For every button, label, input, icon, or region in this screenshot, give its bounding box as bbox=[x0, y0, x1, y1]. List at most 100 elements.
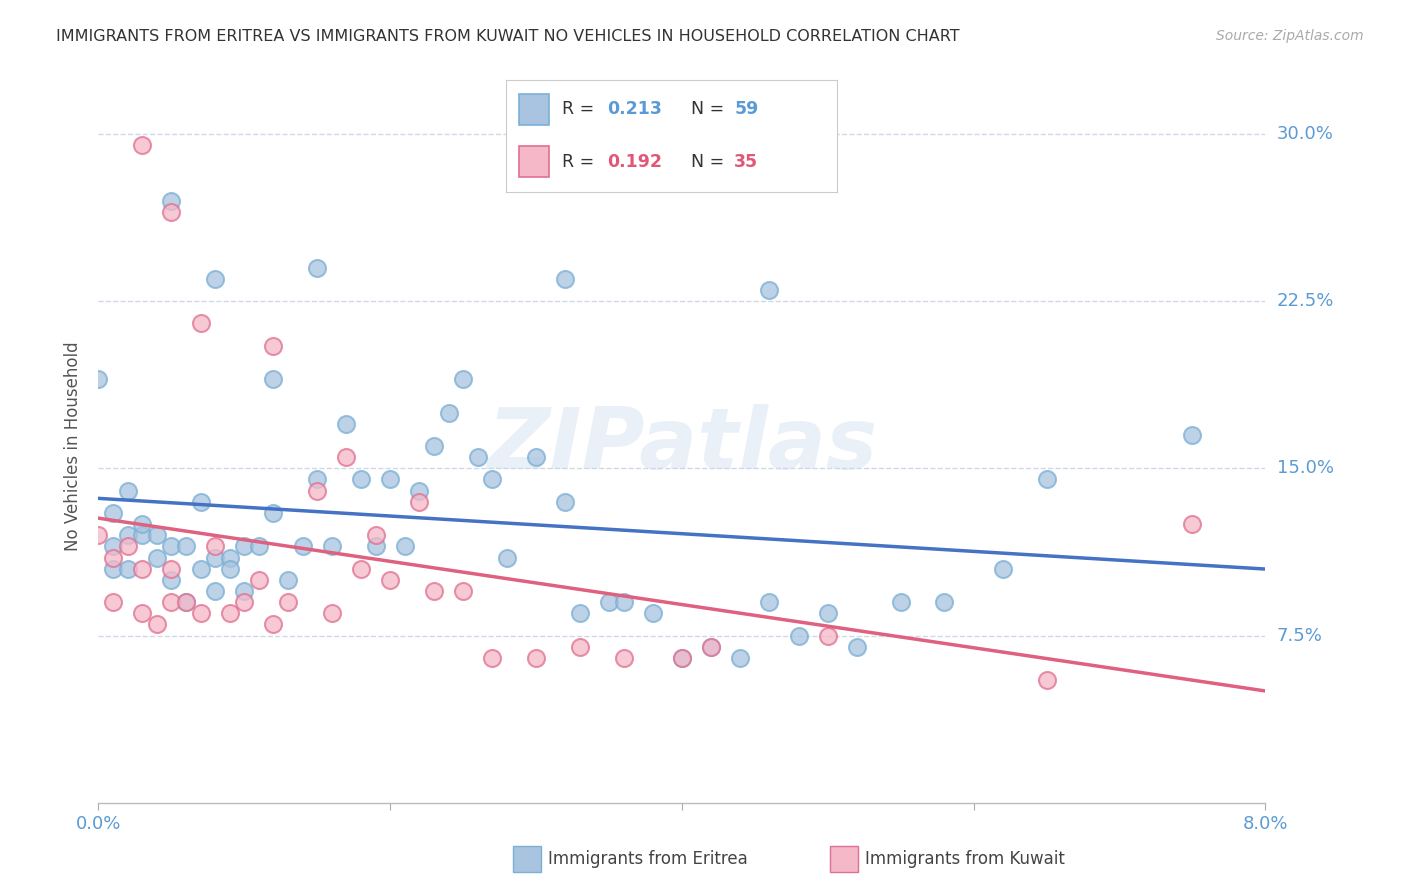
Point bbox=[612, 595, 634, 609]
Text: 30.0%: 30.0% bbox=[1277, 125, 1333, 143]
Point bbox=[174, 539, 197, 553]
Point bbox=[467, 450, 489, 465]
Point bbox=[204, 550, 226, 565]
Text: N =: N = bbox=[692, 100, 730, 119]
Point bbox=[233, 583, 256, 598]
Point bbox=[307, 260, 329, 275]
Point bbox=[364, 539, 387, 553]
Point bbox=[408, 494, 430, 508]
Point bbox=[117, 483, 139, 498]
Point bbox=[307, 473, 329, 487]
Text: 0.213: 0.213 bbox=[607, 100, 662, 119]
Point bbox=[87, 372, 110, 386]
Point bbox=[1181, 427, 1204, 442]
Text: 59: 59 bbox=[734, 100, 758, 119]
Point bbox=[554, 494, 576, 508]
Point bbox=[101, 550, 124, 565]
Point bbox=[262, 372, 284, 386]
Point bbox=[671, 651, 693, 665]
Point bbox=[218, 550, 240, 565]
Point bbox=[277, 573, 299, 587]
Point bbox=[277, 595, 299, 609]
Text: 7.5%: 7.5% bbox=[1277, 626, 1323, 645]
Point bbox=[321, 607, 343, 621]
Point bbox=[408, 483, 430, 498]
Point bbox=[568, 640, 591, 654]
Point bbox=[554, 271, 576, 285]
Point bbox=[131, 607, 153, 621]
FancyBboxPatch shape bbox=[519, 146, 550, 178]
Point bbox=[934, 595, 956, 609]
Point bbox=[845, 640, 868, 654]
Text: N =: N = bbox=[692, 153, 730, 170]
Point bbox=[247, 539, 270, 553]
Point bbox=[174, 595, 197, 609]
Text: ZIPatlas: ZIPatlas bbox=[486, 404, 877, 488]
Text: Immigrants from Eritrea: Immigrants from Eritrea bbox=[548, 850, 748, 868]
Point bbox=[146, 550, 169, 565]
Point bbox=[101, 506, 124, 520]
Point bbox=[437, 405, 460, 420]
Point bbox=[307, 483, 329, 498]
Point bbox=[131, 138, 153, 153]
Point bbox=[190, 317, 212, 331]
Point bbox=[160, 573, 183, 587]
Point bbox=[190, 562, 212, 576]
Point bbox=[218, 607, 240, 621]
Point bbox=[204, 539, 226, 553]
Point bbox=[87, 528, 110, 542]
Text: 35: 35 bbox=[734, 153, 758, 170]
Point bbox=[350, 562, 373, 576]
Text: 0.192: 0.192 bbox=[607, 153, 662, 170]
Text: R =: R = bbox=[562, 153, 600, 170]
Point bbox=[481, 473, 503, 487]
Text: Immigrants from Kuwait: Immigrants from Kuwait bbox=[865, 850, 1064, 868]
Point bbox=[817, 628, 839, 642]
Point bbox=[758, 595, 780, 609]
Point bbox=[378, 573, 402, 587]
Point bbox=[131, 528, 153, 542]
Point bbox=[117, 539, 139, 553]
Y-axis label: No Vehicles in Household: No Vehicles in Household bbox=[65, 341, 83, 551]
Text: 22.5%: 22.5% bbox=[1277, 292, 1334, 310]
Text: R =: R = bbox=[562, 100, 600, 119]
Point bbox=[817, 607, 839, 621]
Point bbox=[247, 573, 270, 587]
Point bbox=[612, 651, 634, 665]
FancyBboxPatch shape bbox=[519, 94, 550, 125]
Point bbox=[568, 607, 591, 621]
Point bbox=[700, 640, 723, 654]
Point bbox=[233, 595, 256, 609]
Point bbox=[117, 562, 139, 576]
Point bbox=[160, 194, 183, 208]
Point bbox=[524, 651, 547, 665]
Point bbox=[160, 539, 183, 553]
Point bbox=[335, 417, 357, 431]
Point bbox=[117, 528, 139, 542]
Point bbox=[262, 506, 284, 520]
Point bbox=[1035, 473, 1057, 487]
Point bbox=[787, 628, 810, 642]
Point bbox=[204, 271, 226, 285]
Point bbox=[190, 607, 212, 621]
Point bbox=[890, 595, 912, 609]
Text: Source: ZipAtlas.com: Source: ZipAtlas.com bbox=[1216, 29, 1364, 43]
Point bbox=[131, 562, 153, 576]
Point bbox=[451, 372, 474, 386]
Point bbox=[481, 651, 503, 665]
Point bbox=[335, 450, 357, 465]
Point bbox=[700, 640, 723, 654]
Point bbox=[190, 494, 212, 508]
Point bbox=[101, 595, 124, 609]
Point bbox=[101, 562, 124, 576]
Point bbox=[394, 539, 416, 553]
Point bbox=[524, 450, 547, 465]
Point bbox=[146, 528, 169, 542]
Point bbox=[160, 595, 183, 609]
Point bbox=[350, 473, 373, 487]
Point bbox=[1035, 673, 1057, 687]
Point bbox=[146, 617, 169, 632]
Point bbox=[291, 539, 314, 553]
Point bbox=[101, 539, 124, 553]
Point bbox=[423, 439, 446, 453]
